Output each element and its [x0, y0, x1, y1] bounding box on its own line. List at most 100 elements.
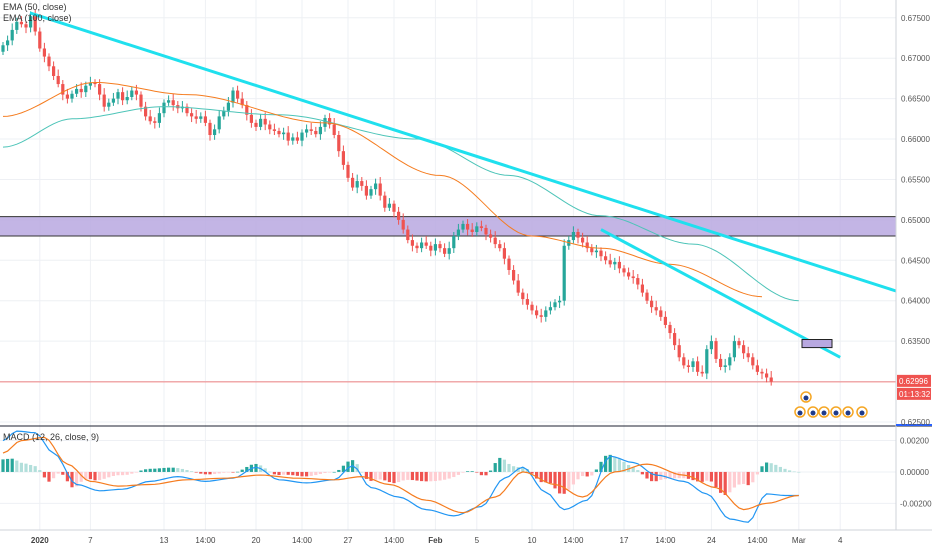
event-flag-icon[interactable]: [830, 406, 842, 418]
candle[interactable]: [765, 368, 769, 383]
candle[interactable]: [613, 257, 617, 270]
candle[interactable]: [498, 240, 502, 252]
candle[interactable]: [387, 198, 391, 211]
candle[interactable]: [102, 88, 106, 112]
candle[interactable]: [544, 306, 548, 322]
candle[interactable]: [208, 119, 212, 141]
candle[interactable]: [84, 81, 88, 98]
candle[interactable]: [516, 274, 520, 296]
candle[interactable]: [29, 11, 33, 33]
candle[interactable]: [719, 354, 723, 371]
candle[interactable]: [668, 321, 672, 339]
candle[interactable]: [231, 87, 235, 108]
candle[interactable]: [88, 76, 92, 90]
candle[interactable]: [659, 306, 663, 321]
candle[interactable]: [420, 237, 424, 253]
event-flag-icon[interactable]: [800, 391, 812, 403]
candle[interactable]: [640, 278, 644, 297]
candle[interactable]: [406, 225, 410, 244]
candle[interactable]: [700, 365, 704, 377]
candle[interactable]: [130, 86, 134, 101]
candle[interactable]: [470, 223, 474, 237]
candle[interactable]: [38, 27, 42, 52]
candle[interactable]: [650, 295, 654, 313]
candle[interactable]: [328, 113, 332, 129]
candle[interactable]: [314, 126, 318, 138]
candle[interactable]: [291, 133, 295, 145]
candle[interactable]: [222, 106, 226, 120]
candle[interactable]: [590, 244, 594, 256]
candle[interactable]: [631, 269, 635, 284]
candle[interactable]: [116, 88, 120, 105]
candle[interactable]: [456, 223, 460, 241]
candle[interactable]: [525, 293, 529, 310]
candle[interactable]: [562, 239, 566, 306]
candle[interactable]: [24, 21, 28, 34]
candle[interactable]: [691, 358, 695, 372]
candle[interactable]: [107, 98, 111, 111]
candle[interactable]: [341, 145, 345, 170]
candle[interactable]: [1, 42, 5, 55]
candle[interactable]: [760, 368, 764, 380]
candle[interactable]: [144, 101, 148, 121]
event-flag-icon[interactable]: [842, 406, 854, 418]
candle[interactable]: [19, 16, 23, 28]
candle[interactable]: [415, 242, 419, 254]
candle[interactable]: [696, 356, 700, 376]
candle[interactable]: [167, 95, 171, 106]
candle[interactable]: [507, 255, 511, 275]
candle[interactable]: [157, 107, 161, 128]
candle[interactable]: [663, 311, 667, 329]
candle[interactable]: [769, 371, 773, 386]
candle[interactable]: [318, 121, 322, 140]
candle[interactable]: [383, 191, 387, 212]
candle[interactable]: [512, 265, 516, 285]
candle[interactable]: [452, 231, 456, 254]
candle[interactable]: [259, 113, 263, 131]
candle[interactable]: [213, 124, 217, 140]
candle[interactable]: [245, 101, 249, 121]
candle[interactable]: [217, 109, 221, 134]
candle[interactable]: [475, 222, 479, 237]
candle[interactable]: [93, 79, 97, 88]
candle[interactable]: [479, 220, 483, 232]
candle[interactable]: [185, 103, 189, 117]
candle[interactable]: [360, 177, 364, 191]
candle[interactable]: [553, 299, 557, 311]
candle[interactable]: [171, 93, 175, 111]
candle[interactable]: [751, 353, 755, 370]
candle[interactable]: [732, 335, 736, 362]
candle[interactable]: [581, 232, 585, 248]
candle[interactable]: [599, 247, 603, 262]
candle[interactable]: [714, 337, 718, 363]
candle[interactable]: [438, 240, 442, 253]
candle[interactable]: [374, 178, 378, 195]
candle[interactable]: [254, 119, 258, 131]
candle[interactable]: [378, 177, 382, 201]
candle[interactable]: [203, 110, 207, 127]
candle[interactable]: [194, 109, 198, 124]
candle[interactable]: [309, 122, 313, 135]
candle[interactable]: [410, 234, 414, 252]
candle[interactable]: [654, 300, 658, 316]
legend-ema100[interactable]: EMA (100, close): [3, 13, 72, 23]
candle[interactable]: [236, 85, 240, 103]
candle[interactable]: [677, 338, 681, 362]
candle[interactable]: [617, 256, 621, 274]
candle[interactable]: [300, 129, 304, 147]
candle[interactable]: [576, 228, 580, 244]
candle[interactable]: [723, 358, 727, 373]
candle[interactable]: [594, 244, 598, 258]
candle[interactable]: [125, 90, 129, 105]
candle[interactable]: [433, 238, 437, 256]
candle[interactable]: [282, 127, 286, 140]
candle[interactable]: [686, 359, 690, 373]
candle[interactable]: [286, 126, 290, 146]
candle[interactable]: [443, 243, 447, 258]
candle[interactable]: [15, 17, 19, 34]
candle[interactable]: [153, 117, 157, 129]
candle[interactable]: [429, 241, 433, 257]
candle[interactable]: [424, 236, 428, 249]
signal-line[interactable]: [2, 436, 799, 514]
candle[interactable]: [268, 120, 272, 135]
